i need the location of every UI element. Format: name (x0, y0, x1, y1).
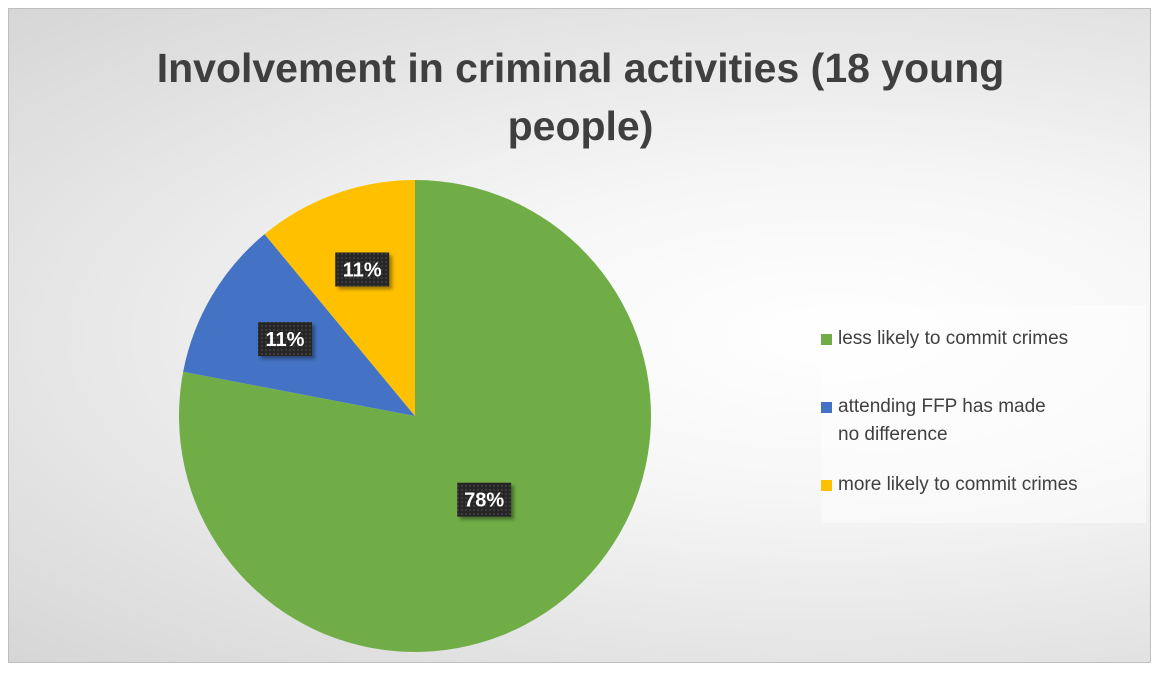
legend: less likely to commit crimes attending F… (821, 305, 1146, 523)
legend-label: more likely to commit crimes (838, 474, 1078, 495)
pie-slice-2 (264, 180, 415, 416)
chart-title: Involvement in criminal activities (18 y… (9, 39, 1150, 155)
data-label-1: 11% (257, 322, 312, 357)
legend-swatch-less-likely (821, 334, 832, 345)
data-label-text-2: 11% (343, 259, 382, 281)
legend-label: attending FFP has made no difference (838, 396, 1046, 445)
pie-data-labels: 78% 11% 11% (257, 252, 512, 517)
data-label-2: 11% (335, 252, 390, 287)
chart-title-line-2: people) (507, 103, 654, 149)
chart-area: Involvement in criminal activities (18 y… (8, 8, 1151, 663)
pie-slice-0 (178, 180, 651, 653)
legend-label: less likely to commit crimes (838, 328, 1069, 349)
legend-item-more-likely: more likely to commit crimes (821, 471, 1138, 499)
data-label-box-1 (257, 322, 312, 357)
data-label-box-0 (457, 482, 512, 517)
legend-item-less-likely: less likely to commit crimes (821, 325, 1138, 353)
data-label-box-2 (335, 252, 390, 287)
chart-title-line-1: Involvement in criminal activities (18 y… (156, 45, 1005, 91)
pie-chart: 78% 11% 11% (178, 180, 651, 653)
legend-item-no-difference: attending FFP has made no difference (821, 393, 1068, 449)
legend-swatch-no-difference (821, 402, 832, 413)
data-label-text-1: 11% (266, 329, 305, 351)
pie-slices (178, 180, 651, 653)
data-label-0: 78% (457, 482, 512, 517)
data-label-text-0: 78% (464, 490, 504, 512)
legend-swatch-more-likely (821, 480, 832, 491)
